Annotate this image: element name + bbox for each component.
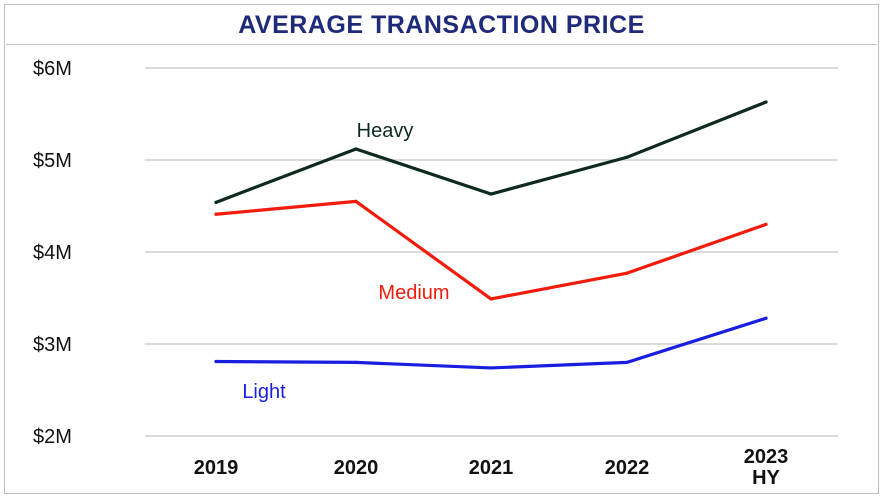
series-label-heavy: Heavy — [357, 120, 414, 142]
x-tick-label: 2022 — [605, 457, 650, 479]
data-point-medium — [214, 212, 218, 216]
series-line-light — [214, 316, 768, 370]
x-tick-label: HY — [752, 467, 780, 489]
y-axis-ticks: $2M $3M $4M $5M $6M — [33, 58, 72, 448]
series-label-medium: Medium — [378, 282, 449, 304]
data-point-heavy — [354, 147, 358, 151]
x-tick-label: 2023 — [744, 446, 789, 468]
data-point-light — [489, 366, 493, 370]
series-lines — [214, 100, 768, 370]
x-tick-label: 2020 — [334, 457, 379, 479]
data-point-heavy — [489, 192, 493, 196]
series-labels: Heavy Medium Light — [242, 120, 449, 403]
gridlines — [145, 67, 838, 437]
y-tick-label: $5M — [33, 150, 72, 172]
series-line-medium — [214, 199, 768, 301]
data-point-medium — [764, 222, 768, 226]
y-tick-label: $2M — [33, 426, 72, 448]
series-line-heavy — [214, 100, 768, 204]
x-tick-label: 2019 — [194, 457, 239, 479]
data-point-light — [214, 359, 218, 364]
x-tick-label: 2021 — [469, 457, 514, 479]
y-tick-label: $6M — [33, 58, 72, 80]
chart-frame — [4, 4, 879, 494]
data-point-heavy — [214, 200, 218, 204]
title-bar: AVERAGE TRANSACTION PRICE — [6, 6, 877, 45]
y-tick-label: $3M — [33, 334, 72, 356]
chart-title: AVERAGE TRANSACTION PRICE — [238, 10, 645, 39]
data-point-heavy — [625, 155, 629, 159]
data-point-medium — [354, 199, 358, 203]
data-point-medium — [625, 271, 629, 275]
data-point-medium — [489, 297, 493, 301]
data-point-heavy — [764, 100, 768, 104]
series-label-light: Light — [242, 381, 286, 403]
data-point-light — [625, 360, 629, 364]
data-point-light — [354, 360, 358, 364]
y-tick-label: $4M — [33, 242, 72, 264]
data-point-light — [764, 316, 768, 320]
